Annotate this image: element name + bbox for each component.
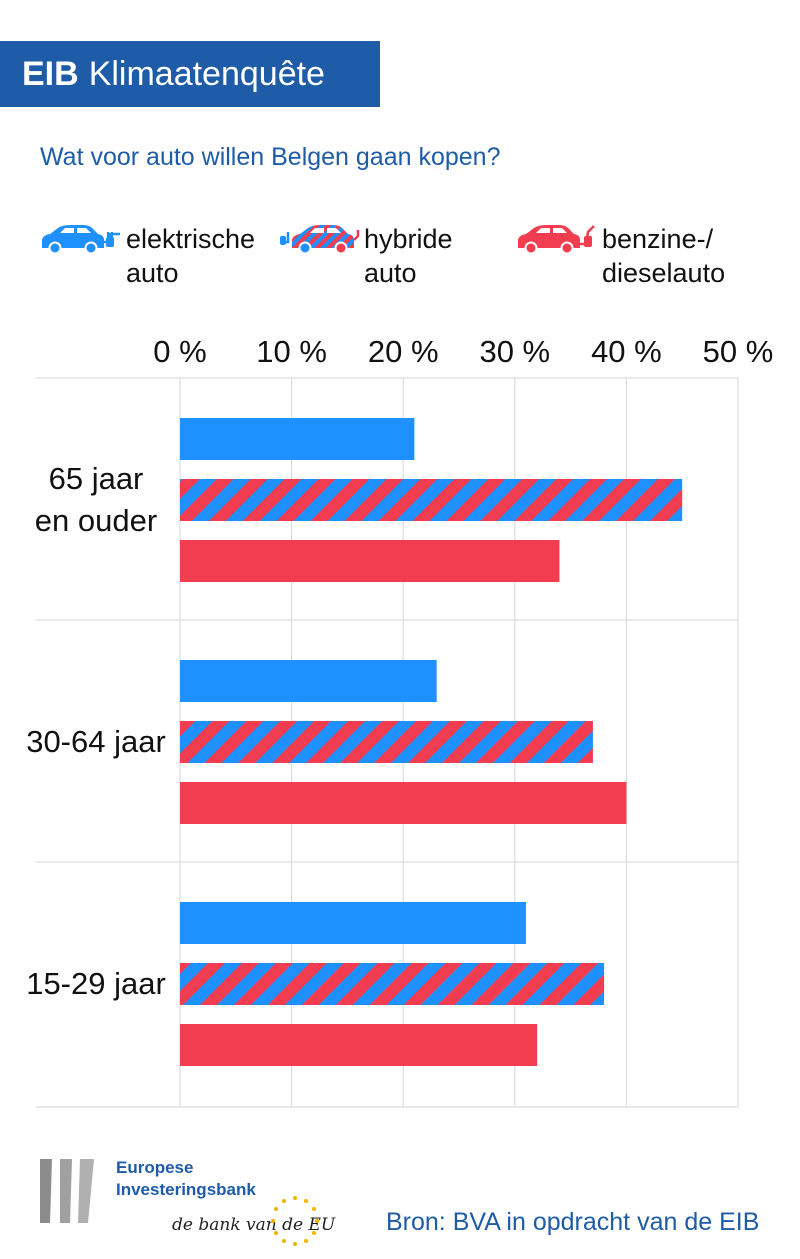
title-banner: EIB Klimaatenquête: [0, 41, 380, 107]
electric-car-icon: [42, 225, 120, 255]
bar: [180, 963, 605, 1005]
x-tick-label: 20 %: [368, 334, 439, 369]
category-label: en ouder: [35, 503, 157, 538]
eib-tagline: de bank van de EU: [172, 1215, 336, 1235]
x-tick-label: 0 %: [153, 334, 206, 369]
category-label: 30-64 jaar: [26, 724, 166, 759]
legend-label-line2: dieselauto: [602, 258, 726, 288]
x-tick-label: 40 %: [591, 334, 662, 369]
bar: [180, 540, 560, 582]
eib-name-line1: Europese: [116, 1158, 194, 1177]
x-tick-label: 30 %: [479, 334, 550, 369]
category-label: 65 jaar: [49, 461, 144, 496]
bar: [180, 721, 593, 763]
eib-name: Europese Investeringsbank: [116, 1157, 256, 1201]
x-tick-label: 50 %: [703, 334, 774, 369]
legend-item-electric: elektrische auto: [40, 222, 266, 290]
banner-title: Klimaatenquête: [88, 54, 325, 93]
legend-label-line2: auto: [126, 258, 179, 288]
bar: [180, 1024, 538, 1066]
fuel-car-icon: [518, 225, 595, 255]
eu-stars-icon: [271, 1196, 319, 1246]
bar: [180, 782, 627, 824]
brand-label: EIB: [22, 54, 79, 93]
bar: [180, 660, 437, 702]
legend-item-hybrid: hybride auto: [278, 222, 504, 290]
source-note: Bron: BVA in opdracht van de EIB: [386, 1208, 760, 1236]
bar: [180, 479, 683, 521]
legend-item-fuel: benzine-/ dieselauto: [516, 222, 742, 290]
eib-name-line2: Investeringsbank: [116, 1180, 256, 1199]
x-tick-label: 10 %: [256, 334, 327, 369]
category-label: 15-29 jaar: [26, 966, 166, 1001]
legend-label-line1: benzine-/: [602, 224, 714, 254]
chart-question: Wat voor auto willen Belgen gaan kopen?: [40, 143, 501, 171]
legend-label-line2: auto: [364, 258, 417, 288]
eib-logo: [40, 1159, 94, 1223]
bar: [180, 902, 526, 944]
legend-label-line1: elektrische: [126, 224, 256, 254]
legend-label-line1: hybride: [364, 224, 453, 254]
hybrid-car-icon: [280, 225, 360, 255]
bar: [180, 418, 415, 460]
